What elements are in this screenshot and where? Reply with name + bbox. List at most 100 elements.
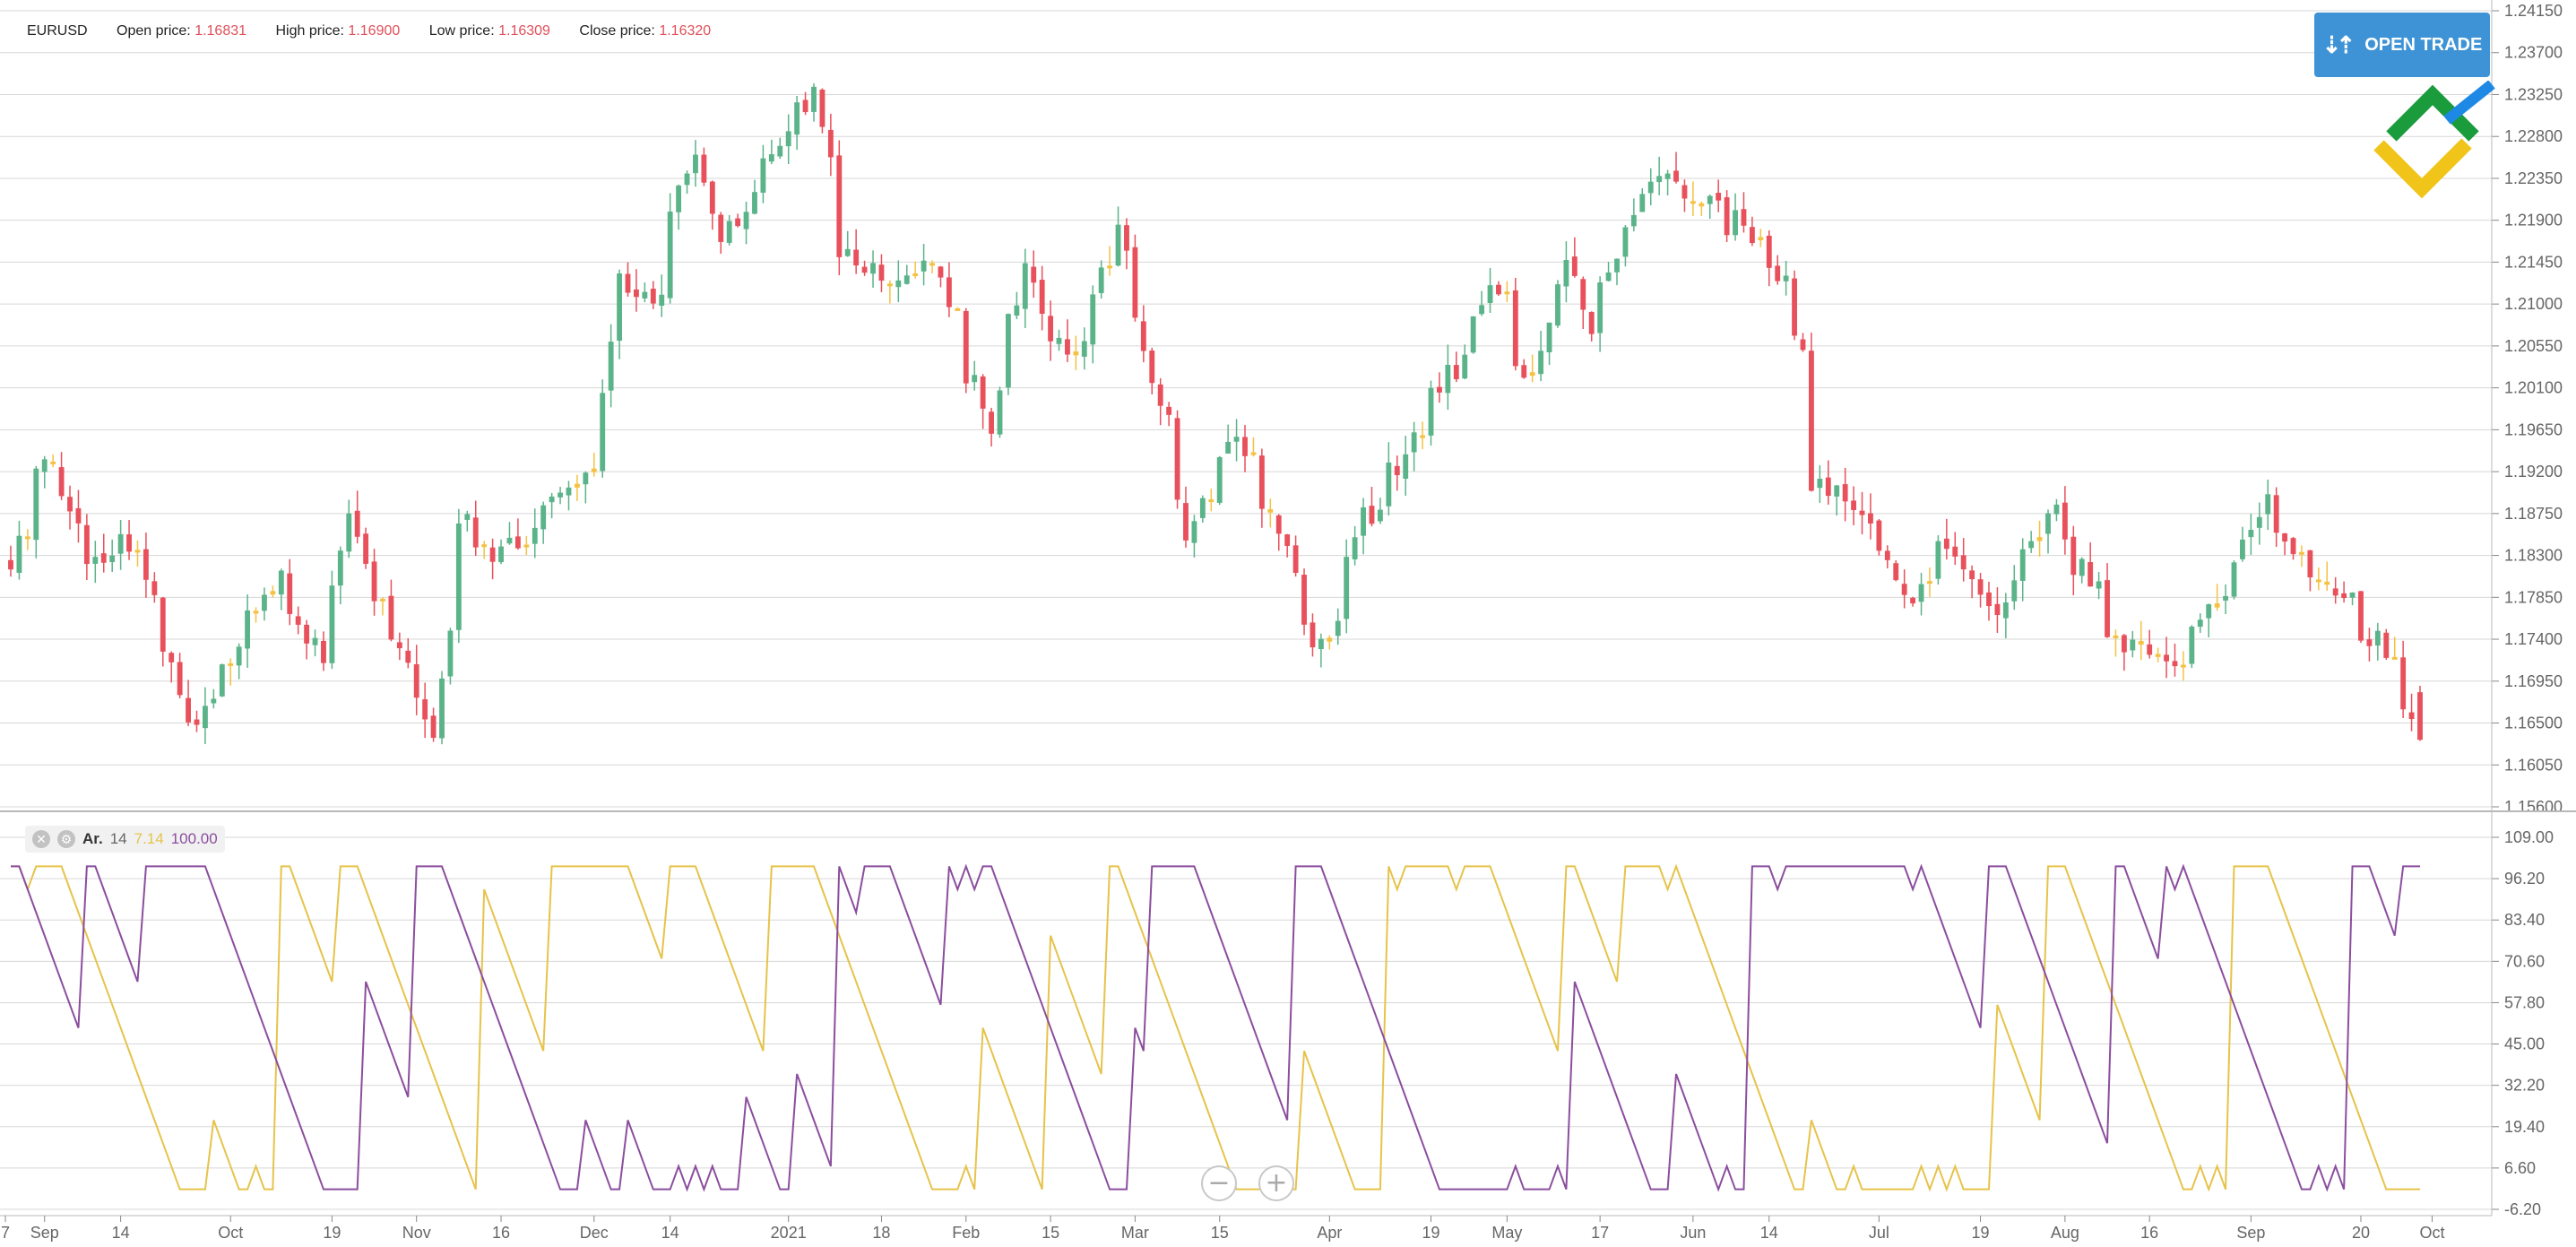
candle-body[interactable] bbox=[1115, 224, 1121, 266]
candle-body[interactable] bbox=[1986, 592, 1992, 607]
candle-body[interactable] bbox=[1487, 285, 1493, 303]
candle-body[interactable] bbox=[768, 154, 774, 162]
candle-body[interactable] bbox=[2197, 619, 2203, 628]
candle-body[interactable] bbox=[802, 100, 808, 113]
candle-body[interactable] bbox=[1132, 247, 1138, 318]
candle-body[interactable] bbox=[1233, 437, 1240, 442]
candle-body[interactable] bbox=[405, 650, 411, 663]
candle-body[interactable] bbox=[1056, 337, 1062, 344]
candle-body[interactable] bbox=[1639, 194, 1646, 212]
candle-body[interactable] bbox=[912, 273, 919, 276]
candle-body[interactable] bbox=[1031, 266, 1037, 283]
candle-body[interactable] bbox=[938, 266, 944, 278]
candle-body[interactable] bbox=[506, 537, 513, 544]
candle-body[interactable] bbox=[126, 534, 132, 552]
candle-body[interactable] bbox=[2130, 639, 2136, 651]
candle-body[interactable] bbox=[1673, 170, 1679, 182]
candle-body[interactable] bbox=[109, 555, 116, 563]
candle-body[interactable] bbox=[388, 595, 394, 640]
candle-body[interactable] bbox=[1977, 579, 1984, 595]
candle-body[interactable] bbox=[566, 487, 572, 496]
candle-body[interactable] bbox=[540, 505, 547, 530]
candle-body[interactable] bbox=[236, 646, 242, 666]
candle-body[interactable] bbox=[1529, 372, 1535, 377]
candle-body[interactable] bbox=[2256, 516, 2262, 528]
candle-body[interactable] bbox=[2028, 541, 2035, 549]
candle-body[interactable] bbox=[1630, 214, 1637, 227]
candle-body[interactable] bbox=[134, 550, 141, 553]
candle-body[interactable] bbox=[903, 275, 910, 284]
candle-body[interactable] bbox=[186, 697, 191, 723]
candle-body[interactable] bbox=[667, 212, 673, 299]
candle-body[interactable] bbox=[287, 573, 293, 614]
candle-body[interactable] bbox=[1369, 506, 1375, 524]
candle-body[interactable] bbox=[337, 550, 343, 586]
candle-body[interactable] bbox=[472, 517, 479, 548]
candle-body[interactable] bbox=[1462, 354, 1468, 379]
candle-body[interactable] bbox=[489, 547, 496, 562]
candle-body[interactable] bbox=[2299, 551, 2304, 555]
candle-body[interactable] bbox=[1149, 351, 1155, 384]
price-candles[interactable] bbox=[8, 82, 2423, 745]
candle-body[interactable] bbox=[1048, 316, 1054, 342]
candle-body[interactable] bbox=[329, 585, 335, 663]
candle-body[interactable] bbox=[1216, 456, 1223, 503]
close-icon[interactable]: ✕ bbox=[32, 830, 50, 848]
candle-body[interactable] bbox=[1411, 432, 1417, 453]
candle-body[interactable] bbox=[2315, 579, 2321, 583]
candle-body[interactable] bbox=[16, 535, 22, 573]
candle-body[interactable] bbox=[2324, 581, 2330, 585]
candle-body[interactable] bbox=[1656, 176, 1663, 183]
candle-body[interactable] bbox=[532, 527, 538, 544]
candle-body[interactable] bbox=[2383, 632, 2390, 658]
candle-body[interactable] bbox=[75, 507, 82, 524]
candle-body[interactable] bbox=[2019, 549, 2026, 581]
candle-body[interactable] bbox=[752, 192, 757, 214]
candle-body[interactable] bbox=[2341, 593, 2347, 599]
candle-body[interactable] bbox=[989, 411, 994, 434]
candle-body[interactable] bbox=[1310, 622, 1316, 648]
candle-body[interactable] bbox=[143, 549, 149, 580]
candle-body[interactable] bbox=[1910, 597, 1916, 604]
candle-body[interactable] bbox=[151, 581, 158, 595]
candle-body[interactable] bbox=[1707, 195, 1713, 204]
candle-body[interactable] bbox=[481, 544, 488, 548]
candle-body[interactable] bbox=[1166, 406, 1172, 415]
candle-body[interactable] bbox=[1327, 637, 1333, 642]
candle-body[interactable] bbox=[194, 719, 200, 725]
candle-body[interactable] bbox=[1107, 265, 1113, 269]
candle-body[interactable] bbox=[1301, 575, 1307, 625]
candle-body[interactable] bbox=[1386, 462, 1392, 507]
candle-body[interactable] bbox=[1157, 384, 1163, 406]
candle-body[interactable] bbox=[1851, 500, 1857, 510]
candle-body[interactable] bbox=[886, 283, 893, 287]
candle-body[interactable] bbox=[2358, 591, 2364, 641]
candle-body[interactable] bbox=[2053, 504, 2060, 515]
candle-body[interactable] bbox=[1344, 557, 1350, 619]
candle-body[interactable] bbox=[1267, 508, 1274, 513]
candle-body[interactable] bbox=[2231, 562, 2237, 597]
candle-body[interactable] bbox=[1538, 351, 1544, 375]
candle-body[interactable] bbox=[2121, 635, 2127, 653]
candle-body[interactable] bbox=[2273, 495, 2279, 533]
candle-body[interactable] bbox=[650, 289, 656, 304]
candle-body[interactable] bbox=[160, 597, 166, 652]
candle-body[interactable] bbox=[861, 266, 868, 273]
candle-body[interactable] bbox=[1437, 386, 1442, 393]
candle-body[interactable] bbox=[464, 514, 471, 520]
candle-body[interactable] bbox=[1403, 454, 1409, 479]
candle-body[interactable] bbox=[2417, 692, 2423, 740]
candle-body[interactable] bbox=[2002, 602, 2009, 619]
candle-body[interactable] bbox=[1191, 521, 1197, 543]
candle-body[interactable] bbox=[1876, 520, 1882, 551]
candle-body[interactable] bbox=[844, 248, 851, 256]
candle-body[interactable] bbox=[50, 461, 56, 464]
candle-body[interactable] bbox=[1716, 193, 1722, 201]
candle-body[interactable] bbox=[693, 154, 698, 174]
candle-body[interactable] bbox=[2189, 627, 2195, 664]
candle-body[interactable] bbox=[963, 310, 969, 384]
candle-body[interactable] bbox=[1124, 225, 1129, 251]
candle-body[interactable] bbox=[33, 468, 39, 541]
candle-body[interactable] bbox=[2036, 537, 2043, 541]
